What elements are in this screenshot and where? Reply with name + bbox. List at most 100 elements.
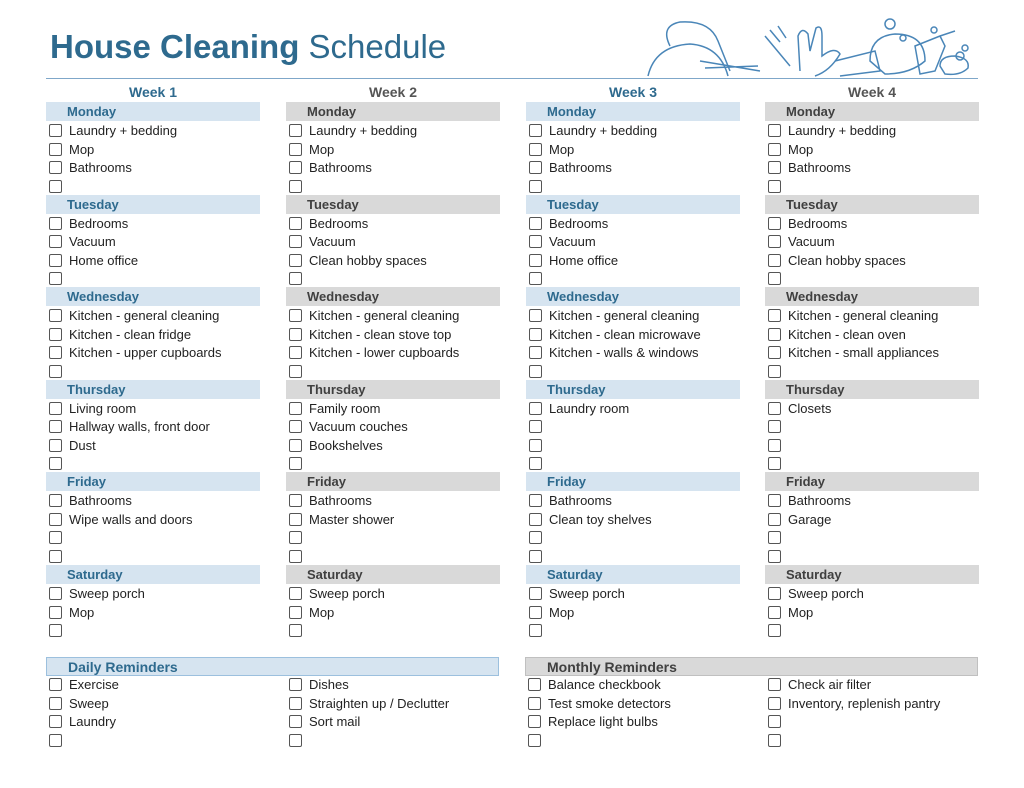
task-item[interactable]: Laundry — [46, 713, 276, 731]
task-item[interactable]: Laundry room — [526, 400, 756, 418]
checkbox[interactable] — [289, 438, 302, 452]
task-item[interactable]: Kitchen - general cleaning — [286, 307, 516, 325]
task-item[interactable]: Vacuum — [46, 233, 276, 251]
checkbox[interactable] — [289, 253, 302, 267]
checkbox[interactable] — [289, 605, 302, 619]
task-item[interactable]: Bathrooms — [46, 159, 276, 177]
task-item[interactable]: Exercise — [46, 676, 276, 694]
checkbox[interactable] — [289, 142, 302, 156]
task-item[interactable]: Clean hobby spaces — [765, 252, 995, 270]
checkbox[interactable] — [49, 142, 62, 156]
checkbox[interactable] — [768, 235, 781, 249]
task-item[interactable]: Mop — [765, 604, 995, 622]
checkbox[interactable] — [768, 605, 781, 619]
task-item[interactable]: Bookshelves — [286, 437, 516, 455]
task-item[interactable]: Hallway walls, front door — [46, 418, 276, 436]
checkbox[interactable] — [49, 216, 62, 230]
task-item[interactable]: Family room — [286, 400, 516, 418]
checkbox[interactable] — [49, 161, 62, 174]
task-item[interactable]: Laundry + bedding — [46, 122, 276, 140]
task-item[interactable]: Test smoke detectors — [525, 695, 755, 713]
checkbox[interactable] — [289, 512, 302, 526]
task-item[interactable]: Clean toy shelves — [526, 511, 756, 529]
task-item[interactable]: Sort mail — [286, 713, 516, 731]
task-item[interactable] — [526, 270, 756, 288]
checkbox[interactable] — [768, 494, 781, 508]
task-item[interactable] — [765, 713, 995, 731]
checkbox[interactable] — [49, 512, 62, 526]
task-item[interactable]: Kitchen - general cleaning — [765, 307, 995, 325]
task-item[interactable]: Mop — [526, 141, 756, 159]
checkbox[interactable] — [768, 216, 781, 230]
checkbox[interactable] — [768, 587, 781, 600]
task-item[interactable]: Kitchen - upper cupboards — [46, 344, 276, 362]
checkbox[interactable] — [289, 346, 302, 360]
task-item[interactable]: Kitchen - walls & windows — [526, 344, 756, 362]
checkbox[interactable] — [768, 733, 781, 747]
checkbox[interactable] — [289, 457, 302, 471]
task-item[interactable]: Bathrooms — [765, 159, 995, 177]
checkbox[interactable] — [289, 549, 302, 563]
task-item[interactable]: Balance checkbook — [525, 676, 755, 694]
checkbox[interactable] — [49, 733, 62, 747]
task-item[interactable] — [286, 529, 516, 547]
task-item[interactable] — [526, 622, 756, 640]
checkbox[interactable] — [289, 272, 302, 286]
checkbox[interactable] — [49, 253, 62, 267]
task-item[interactable]: Kitchen - small appliances — [765, 344, 995, 362]
task-item[interactable] — [46, 178, 276, 196]
task-item[interactable] — [765, 732, 995, 750]
checkbox[interactable] — [528, 733, 541, 747]
task-item[interactable] — [46, 270, 276, 288]
checkbox[interactable] — [768, 309, 781, 323]
task-item[interactable] — [765, 363, 995, 381]
checkbox[interactable] — [49, 624, 62, 637]
checkbox[interactable] — [49, 531, 62, 545]
checkbox[interactable] — [289, 678, 302, 691]
task-item[interactable]: Bedrooms — [526, 215, 756, 233]
checkbox[interactable] — [289, 587, 302, 600]
checkbox[interactable] — [49, 272, 62, 286]
checkbox[interactable] — [529, 253, 542, 267]
checkbox[interactable] — [529, 512, 542, 526]
task-item[interactable]: Vacuum couches — [286, 418, 516, 436]
checkbox[interactable] — [529, 420, 542, 434]
checkbox[interactable] — [49, 587, 62, 600]
checkbox[interactable] — [289, 733, 302, 747]
task-item[interactable]: Mop — [286, 141, 516, 159]
task-item[interactable]: Inventory, replenish pantry — [765, 695, 995, 713]
task-item[interactable]: Mop — [765, 141, 995, 159]
checkbox[interactable] — [289, 235, 302, 249]
task-item[interactable] — [46, 363, 276, 381]
checkbox[interactable] — [289, 624, 302, 637]
checkbox[interactable] — [529, 624, 542, 637]
checkbox[interactable] — [529, 161, 542, 174]
task-item[interactable]: Sweep porch — [46, 585, 276, 603]
checkbox[interactable] — [768, 420, 781, 434]
task-item[interactable]: Mop — [46, 141, 276, 159]
checkbox[interactable] — [768, 438, 781, 452]
checkbox[interactable] — [289, 161, 302, 174]
checkbox[interactable] — [528, 678, 541, 691]
checkbox[interactable] — [768, 142, 781, 156]
task-item[interactable] — [765, 437, 995, 455]
task-item[interactable]: Kitchen - general cleaning — [526, 307, 756, 325]
task-item[interactable]: Vacuum — [765, 233, 995, 251]
checkbox[interactable] — [289, 715, 302, 728]
task-item[interactable] — [526, 455, 756, 473]
checkbox[interactable] — [768, 549, 781, 563]
checkbox[interactable] — [529, 327, 542, 341]
checkbox[interactable] — [49, 420, 62, 434]
task-item[interactable]: Straighten up / Declutter — [286, 695, 516, 713]
checkbox[interactable] — [49, 696, 62, 710]
checkbox[interactable] — [49, 346, 62, 360]
checkbox[interactable] — [529, 346, 542, 360]
task-item[interactable]: Laundry + bedding — [526, 122, 756, 140]
checkbox[interactable] — [49, 494, 62, 508]
task-item[interactable]: Bathrooms — [765, 492, 995, 510]
checkbox[interactable] — [529, 235, 542, 249]
checkbox[interactable] — [529, 309, 542, 323]
task-item[interactable]: Home office — [526, 252, 756, 270]
checkbox[interactable] — [49, 309, 62, 323]
checkbox[interactable] — [49, 327, 62, 341]
